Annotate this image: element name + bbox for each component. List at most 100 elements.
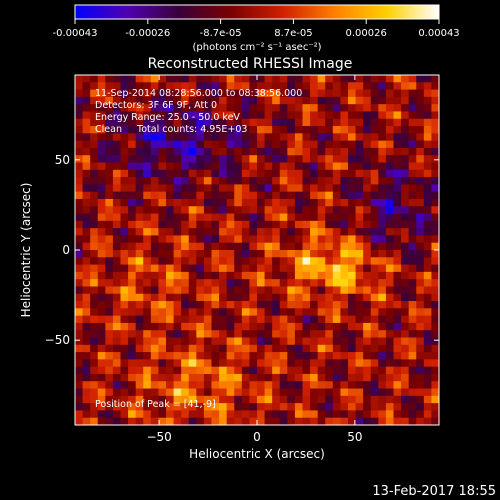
heatmap-cell: [120, 96, 129, 105]
heatmap-cell: [128, 359, 137, 368]
heatmap-cell: [431, 220, 440, 229]
heatmap-cell: [340, 315, 349, 324]
heatmap-cell: [310, 359, 319, 368]
heatmap-cell: [82, 155, 91, 163]
heatmap-cell: [112, 118, 121, 127]
heatmap-cell: [332, 330, 341, 338]
heatmap-cell: [143, 96, 152, 105]
heatmap-cell: [385, 155, 394, 163]
heatmap-cell: [196, 337, 205, 346]
heatmap-cell: [112, 264, 121, 273]
heatmap-cell: [226, 344, 235, 353]
heatmap-cell: [196, 344, 205, 353]
heatmap-cell: [90, 133, 99, 142]
heatmap-cell: [158, 315, 167, 324]
heatmap-cell: [166, 184, 175, 193]
heatmap-cell: [378, 293, 387, 302]
heatmap-cell: [82, 235, 91, 244]
heatmap-cell: [135, 89, 144, 98]
heatmap-cell: [302, 410, 311, 419]
heatmap-cell: [401, 286, 410, 295]
heatmap-cell: [90, 322, 99, 331]
heatmap-cell: [325, 220, 334, 229]
heatmap-cell: [302, 96, 311, 105]
heatmap-cell: [75, 315, 84, 324]
heatmap-cell: [211, 206, 220, 215]
heatmap-cell: [188, 96, 197, 105]
heatmap-cell: [181, 286, 190, 295]
heatmap-cell: [196, 352, 205, 360]
heatmap-cell: [166, 352, 175, 360]
heatmap-cell: [196, 359, 205, 368]
heatmap-cell: [173, 126, 182, 134]
heatmap-cell: [196, 417, 205, 426]
heatmap-cell: [105, 403, 114, 411]
heatmap-cell: [408, 330, 417, 338]
heatmap-cell: [363, 366, 372, 375]
heatmap-cell: [188, 155, 197, 163]
heatmap-cell: [196, 373, 205, 382]
heatmap-cell: [370, 155, 379, 163]
heatmap-cell: [173, 301, 182, 309]
heatmap-cell: [257, 279, 266, 287]
heatmap-cell: [188, 169, 197, 178]
heatmap-cell: [310, 104, 319, 112]
heatmap-cell: [325, 126, 334, 134]
heatmap-cell: [287, 395, 296, 404]
heatmap-cell: [249, 264, 258, 273]
heatmap-cell: [143, 366, 152, 375]
heatmap-cell: [90, 191, 99, 200]
heatmap-cell: [378, 286, 387, 295]
heatmap-cell: [348, 388, 357, 397]
heatmap-cell: [272, 352, 281, 360]
heatmap-cell: [340, 403, 349, 411]
heatmap-cell: [120, 118, 129, 127]
heatmap-cell: [423, 388, 432, 397]
heatmap-cell: [401, 250, 410, 258]
heatmap-cell: [363, 162, 372, 171]
heatmap-cell: [416, 111, 425, 120]
heatmap-cell: [128, 82, 137, 91]
heatmap-cell: [143, 315, 152, 324]
heatmap-cell: [340, 140, 349, 149]
heatmap-cell: [294, 184, 303, 193]
heatmap-cell: [325, 271, 334, 280]
heatmap-cell: [173, 235, 182, 244]
heatmap-cell: [302, 206, 311, 215]
heatmap-cell: [272, 250, 281, 258]
heatmap-cell: [348, 206, 357, 215]
heatmap-cell: [135, 242, 144, 251]
heatmap-cell: [423, 198, 432, 207]
heatmap-cell: [97, 155, 106, 163]
heatmap-cell: [340, 198, 349, 207]
heatmap-cell: [90, 359, 99, 368]
heatmap-cell: [166, 388, 175, 397]
heatmap-cell: [325, 155, 334, 163]
heatmap-cell: [264, 228, 273, 236]
heatmap-cell: [370, 75, 379, 83]
heatmap-cell: [234, 373, 243, 382]
heatmap-cell: [241, 315, 250, 324]
heatmap-cell: [332, 344, 341, 353]
heatmap-cell: [75, 264, 84, 273]
heatmap-cell: [393, 133, 402, 142]
heatmap-cell: [97, 257, 106, 266]
heatmap-cell: [226, 271, 235, 280]
heatmap-cell: [150, 140, 159, 149]
heatmap-cell: [378, 155, 387, 163]
heatmap-cell: [423, 330, 432, 338]
heatmap-cell: [112, 155, 121, 163]
heatmap-cell: [203, 388, 212, 397]
heatmap-cell: [196, 198, 205, 207]
heatmap-cell: [143, 388, 152, 397]
heatmap-cell: [203, 417, 212, 426]
heatmap-cell: [234, 315, 243, 324]
heatmap-cell: [90, 330, 99, 338]
heatmap-cell: [408, 410, 417, 419]
heatmap-cell: [226, 169, 235, 178]
heatmap-cell: [203, 257, 212, 266]
heatmap-cell: [203, 155, 212, 163]
heatmap-cell: [75, 293, 84, 302]
heatmap-cell: [135, 322, 144, 331]
heatmap-cell: [257, 395, 266, 404]
